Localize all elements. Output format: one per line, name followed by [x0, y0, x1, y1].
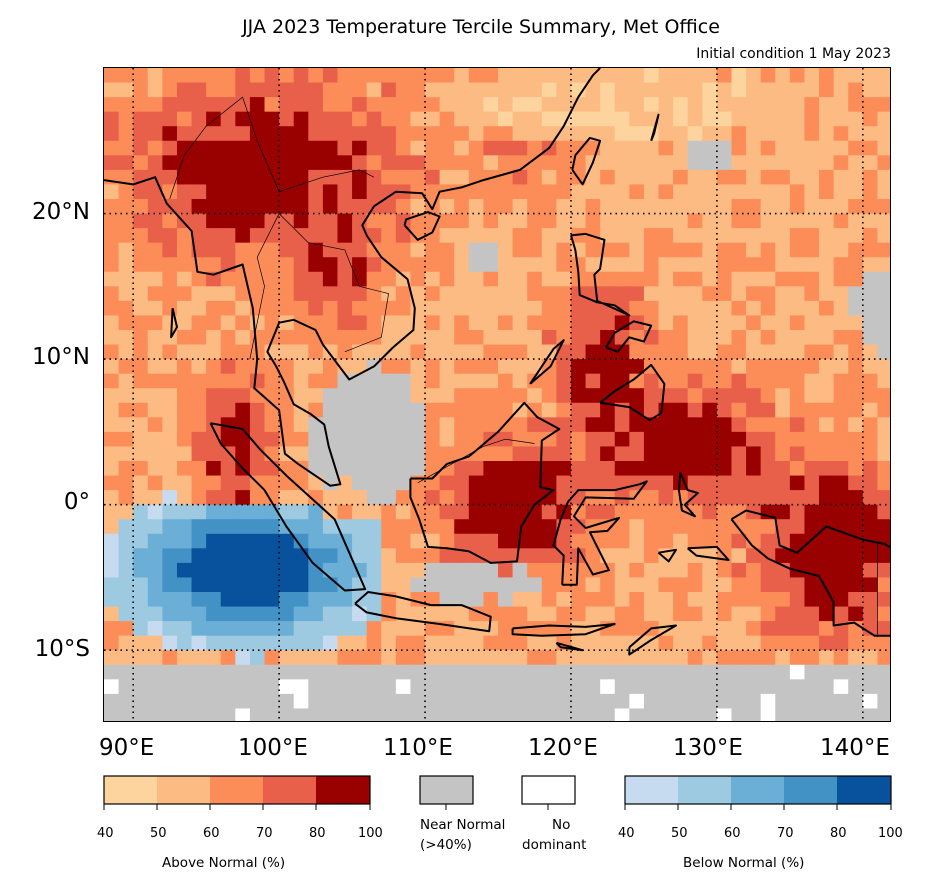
coastline-14	[677, 472, 699, 518]
lat-label-10n: 10°N	[32, 344, 90, 370]
lon-label-100e: 100°E	[238, 735, 308, 761]
coastline-11	[628, 624, 677, 656]
below-bin-50	[678, 776, 731, 804]
coastline-17	[529, 339, 565, 385]
graticule	[104, 68, 890, 721]
below-bin-40	[625, 776, 678, 804]
coastline-0	[104, 68, 601, 487]
below-bin-70	[784, 776, 837, 804]
above-tick-100: 100	[358, 826, 383, 841]
below-tick-80: 80	[830, 826, 847, 841]
tercile-map	[103, 67, 891, 722]
above-tick-50: 50	[150, 826, 167, 841]
coastline-2	[354, 591, 492, 633]
border-0	[169, 96, 375, 200]
coastline-9	[403, 211, 441, 241]
coastline-10	[170, 307, 178, 339]
coastline-5	[730, 509, 890, 637]
no-dominant-swatch	[521, 775, 576, 805]
no-dominant-label: No	[552, 817, 571, 833]
coastline-12	[511, 623, 616, 637]
no-dominant-sublabel: dominant	[522, 837, 587, 853]
lon-label-110e: 110°E	[383, 735, 453, 761]
near-normal-sublabel: (>40%)	[420, 837, 472, 853]
above-bin-80	[316, 776, 370, 804]
lon-label-140e: 140°E	[820, 735, 890, 761]
below-bin-60	[731, 776, 784, 804]
lat-label-10s: 10°S	[34, 636, 90, 662]
above-bin-50	[157, 776, 210, 804]
lon-label-120e: 120°E	[528, 735, 598, 761]
above-tick-60: 60	[203, 826, 220, 841]
border-2	[417, 438, 535, 484]
map-canvas	[104, 68, 890, 721]
near-normal-swatch	[419, 775, 474, 805]
coastline-4	[552, 480, 648, 586]
above-tick-70: 70	[256, 826, 273, 841]
above-bin-70	[263, 776, 316, 804]
below-normal-label: Below Normal (%)	[683, 855, 805, 871]
coastlines	[104, 68, 890, 656]
coastline-6	[570, 232, 631, 317]
coastline-1	[209, 422, 367, 592]
coastline-18	[605, 320, 653, 353]
lon-label-90e: 90°E	[99, 735, 155, 761]
above-tick-80: 80	[309, 826, 326, 841]
coastline-13	[555, 641, 584, 652]
coastline-15	[687, 545, 730, 561]
below-tick-100: 100	[878, 826, 903, 841]
border-1	[249, 213, 389, 360]
above-bin-60	[210, 776, 263, 804]
coastline-7	[599, 363, 666, 422]
map-title: JJA 2023 Temperature Tercile Summary, Me…	[242, 16, 720, 38]
coastline-16	[657, 548, 677, 563]
above-normal-label: Above Normal (%)	[162, 855, 286, 871]
below-tick-40: 40	[618, 826, 635, 841]
lon-label-130e: 130°E	[673, 735, 743, 761]
tercile-grid-cells	[104, 68, 890, 721]
coastline-8	[571, 136, 602, 186]
lat-label-20n: 20°N	[32, 199, 90, 225]
below-tick-70: 70	[777, 826, 794, 841]
below-normal-colorbar	[624, 775, 892, 805]
near-normal-label: Near Normal	[420, 817, 506, 833]
below-tick-60: 60	[724, 826, 741, 841]
lat-label-eq: 0°	[63, 489, 90, 515]
initial-condition-subtitle: Initial condition 1 May 2023	[696, 46, 891, 62]
above-tick-40: 40	[97, 826, 114, 841]
above-bin-40	[104, 776, 157, 804]
coastline-19	[650, 113, 660, 142]
above-normal-colorbar	[103, 775, 371, 805]
below-tick-50: 50	[671, 826, 688, 841]
below-bin-80	[837, 776, 891, 804]
colorbar-tick-marks	[103, 804, 892, 810]
coastline-3	[409, 401, 561, 564]
